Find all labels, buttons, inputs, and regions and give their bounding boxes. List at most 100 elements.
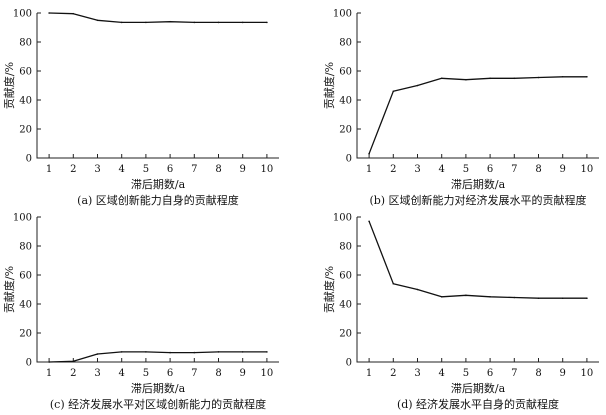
data-point (586, 297, 588, 300)
y-tick-label: 20 (19, 329, 32, 340)
data-point (193, 21, 196, 24)
x-tick-label: 6 (167, 164, 173, 175)
data-point (392, 282, 395, 285)
x-tick-label: 7 (191, 164, 197, 175)
axis-frame (356, 217, 599, 363)
data-point (96, 19, 99, 22)
x-tick-label: 5 (463, 368, 469, 379)
data-point (217, 351, 220, 353)
x-tick-label: 5 (143, 368, 149, 379)
data-point (145, 351, 147, 353)
data-point (513, 296, 516, 299)
data-point (193, 351, 196, 354)
x-tick-label: 4 (119, 368, 125, 379)
data-point (145, 21, 147, 24)
y-tick-label: 100 (13, 213, 32, 224)
x-tick-label: 9 (560, 164, 566, 175)
x-tick-label: 7 (511, 164, 517, 175)
panel-d: 0 20 40 60 80 100 1 2 3 4 5 6 7 8 9 10 滞后期数/a 贡献度/% (d) 经济… (322, 213, 599, 411)
x-tick-label: 8 (535, 164, 541, 175)
y-tick-label: 40 (339, 96, 352, 107)
x-axis-label: 滞后期数/a (131, 178, 186, 191)
y-tick-label: 20 (339, 125, 352, 136)
y-tick-label: 60 (339, 67, 352, 78)
panel-caption: (b) 区域创新能力对经济发展水平的贡献程度 (369, 193, 586, 207)
x-tick-label: 9 (560, 368, 566, 379)
data-point (586, 76, 588, 78)
data-point (513, 77, 516, 80)
y-axis-label: 贡献度/% (2, 62, 16, 109)
x-tick-label: 3 (94, 368, 100, 379)
x-tick-label: 4 (439, 368, 445, 379)
axis-frame (36, 13, 279, 159)
x-tick-label: 1 (366, 164, 372, 175)
y-tick-label: 0 (346, 154, 352, 165)
data-point (241, 21, 244, 24)
axis-frame (356, 13, 599, 159)
x-tick-label: 5 (143, 164, 149, 175)
data-point (368, 220, 370, 223)
x-tick-label: 2 (390, 164, 396, 175)
panel-b: 0 20 40 60 80 100 1 2 3 4 5 6 7 8 9 10 滞后期数/a 贡献度/% (b) 区域… (322, 9, 599, 207)
x-tick-label: 4 (439, 164, 445, 175)
data-point (440, 77, 443, 80)
data-point (537, 297, 540, 300)
y-tick-label: 0 (26, 154, 32, 165)
data-point (266, 351, 268, 353)
x-tick-label: 8 (535, 368, 541, 379)
x-tick-label: 10 (261, 164, 274, 175)
y-tick-label: 20 (339, 329, 352, 340)
y-tick-label: 100 (13, 9, 32, 20)
y-tick-label: 0 (26, 358, 32, 369)
panel-c: 0 20 40 60 80 100 1 2 3 4 5 6 7 8 9 10 滞后期数/a 贡献度/% (c) 经济… (2, 213, 279, 411)
data-point (48, 12, 50, 14)
x-tick-label: 9 (240, 164, 246, 175)
data-point (440, 296, 443, 298)
x-tick-label: 1 (366, 368, 372, 379)
x-tick-label: 3 (414, 164, 420, 175)
x-tick-label: 3 (94, 164, 100, 175)
x-axis-label: 滞后期数/a (451, 382, 506, 395)
data-point (465, 78, 467, 81)
x-tick-label: 2 (70, 164, 76, 175)
x-tick-label: 10 (581, 368, 594, 379)
x-tick-label: 9 (240, 368, 246, 379)
y-tick-label: 60 (19, 271, 32, 282)
y-tick-label: 40 (19, 96, 32, 107)
data-point (489, 296, 491, 298)
data-point (120, 21, 123, 24)
data-point (368, 152, 370, 155)
y-tick-label: 40 (19, 300, 32, 311)
x-tick-label: 5 (463, 164, 469, 175)
y-tick-label: 100 (333, 213, 352, 224)
y-tick-label: 40 (339, 300, 352, 311)
x-tick-label: 8 (215, 164, 221, 175)
x-tick-label: 1 (46, 368, 52, 379)
x-tick-label: 6 (167, 368, 173, 379)
axis-frame (36, 217, 279, 363)
y-tick-label: 60 (19, 67, 32, 78)
data-point (217, 21, 220, 24)
data-point (48, 361, 50, 363)
y-tick-label: 100 (333, 9, 352, 20)
data-point (465, 294, 467, 297)
x-tick-label: 4 (119, 164, 125, 175)
data-point (169, 20, 171, 23)
panel-caption: (d) 经济发展水平自身的贡献程度 (397, 397, 559, 411)
x-tick-label: 2 (390, 368, 396, 379)
data-point (241, 351, 244, 353)
x-tick-label: 10 (581, 164, 594, 175)
panel-caption: (a) 区域创新能力自身的贡献程度 (77, 193, 239, 207)
data-point (96, 353, 99, 355)
series-line (49, 12, 267, 24)
x-tick-label: 1 (46, 164, 52, 175)
x-tick-label: 6 (487, 368, 493, 379)
series-line (368, 76, 587, 154)
x-tick-label: 8 (215, 368, 221, 379)
data-point (561, 76, 564, 78)
data-point (72, 12, 75, 15)
y-tick-label: 20 (19, 125, 32, 136)
x-tick-label: 7 (511, 368, 517, 379)
y-axis-label: 贡献度/% (322, 62, 336, 109)
